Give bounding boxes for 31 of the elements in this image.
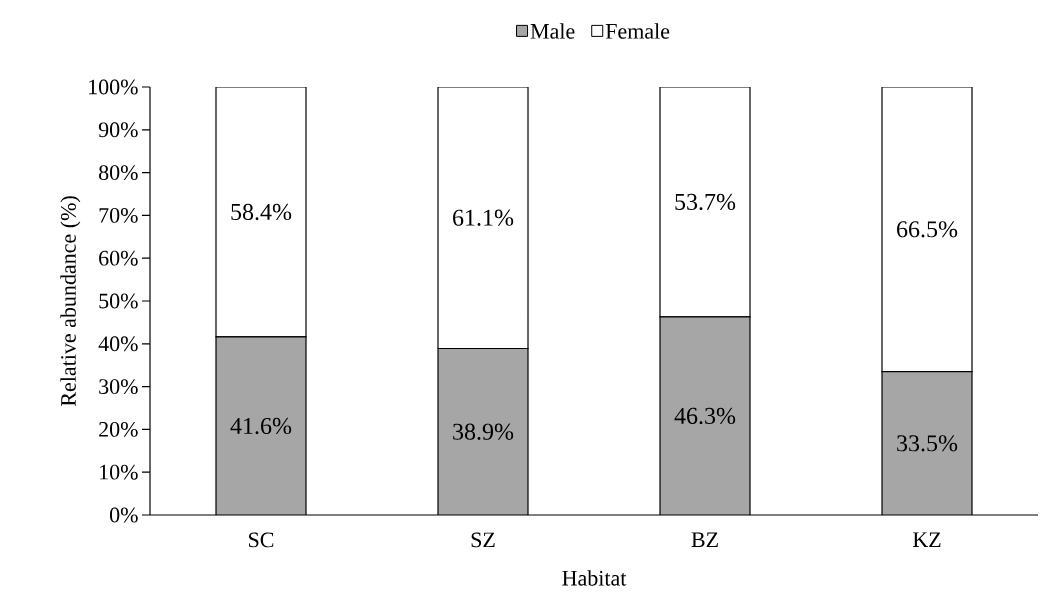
bar xyxy=(881,371,973,515)
data-label: 53.7% xyxy=(675,193,736,211)
bar xyxy=(216,336,306,515)
bar xyxy=(438,348,528,515)
data-label: 66.5% xyxy=(897,221,958,238)
legend-label: Male xyxy=(530,23,575,39)
data-label: 38.9% xyxy=(453,423,514,440)
y-tick-label: 90% xyxy=(98,122,138,138)
x-tick-label: KZ xyxy=(912,532,941,547)
x-tick-label: SZ xyxy=(471,532,495,548)
y-tick-label: 70% xyxy=(99,207,138,223)
data-label: 61.1% xyxy=(453,209,514,226)
data-label: 33.5% xyxy=(897,435,958,452)
x-axis-title: Habitat xyxy=(562,570,627,586)
y-tick-label: 30% xyxy=(99,379,138,395)
data-label: 58.4% xyxy=(231,203,292,221)
bar xyxy=(660,316,751,515)
x-tick-label: BZ xyxy=(691,532,718,547)
y-tick-label: 100% xyxy=(89,79,138,95)
y-tick-label: 60% xyxy=(99,250,138,266)
y-tick-label: 10% xyxy=(100,464,138,480)
y-axis-title: Relative abundance (%) xyxy=(60,196,81,407)
data-label: 41.6% xyxy=(230,417,292,435)
y-tick-label: 40% xyxy=(98,336,138,352)
y-tick-label: 0% xyxy=(110,507,138,523)
y-tick-label: 80% xyxy=(99,165,138,181)
x-tick-label: SC xyxy=(249,532,274,548)
y-tick-label: 50% xyxy=(99,293,138,309)
y-tick-label: 20% xyxy=(99,421,138,437)
data-label: 46.3% xyxy=(674,407,736,425)
text: Female xyxy=(605,23,670,39)
